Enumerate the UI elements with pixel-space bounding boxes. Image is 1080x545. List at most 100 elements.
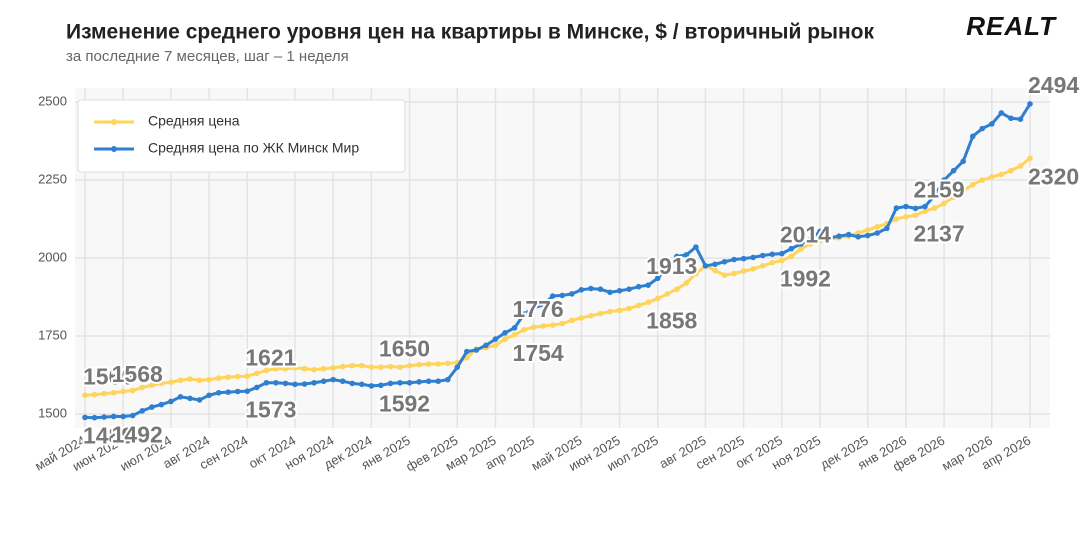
point (1008, 167, 1014, 174)
logo: REALT (966, 11, 1057, 41)
point (721, 258, 728, 265)
point (912, 205, 919, 212)
point (101, 390, 107, 397)
point (254, 384, 260, 391)
value-label: 1568 (112, 361, 163, 387)
point (330, 364, 336, 371)
point (378, 382, 384, 389)
point (91, 414, 98, 421)
point (759, 262, 766, 269)
point (492, 342, 499, 349)
point (664, 264, 671, 271)
point (368, 383, 375, 389)
value-label: 1913 (646, 253, 697, 279)
chart-subtitle: за последние 7 месяцев, шаг – 1 неделя (66, 48, 349, 65)
point (654, 295, 661, 302)
point (397, 379, 403, 386)
point (359, 381, 365, 388)
point (969, 133, 976, 140)
point (616, 307, 623, 314)
point (578, 315, 585, 321)
point (196, 377, 203, 384)
point (416, 361, 422, 368)
point (483, 342, 489, 349)
point (339, 378, 346, 385)
point (234, 388, 241, 395)
point (597, 310, 604, 317)
point (502, 330, 508, 336)
point (769, 251, 776, 258)
point (110, 389, 117, 396)
point (683, 252, 690, 258)
point (82, 392, 88, 399)
point (674, 253, 680, 260)
point (387, 380, 394, 387)
point (206, 392, 212, 399)
chart-title: Изменение среднего уровня цен на квартир… (66, 21, 874, 44)
point (502, 336, 508, 342)
point (893, 216, 900, 222)
point (912, 212, 919, 219)
point (807, 236, 814, 243)
value-label: 1492 (112, 422, 163, 448)
point (740, 268, 747, 274)
point (215, 375, 222, 381)
value-label: 1489 (83, 422, 134, 448)
point (435, 361, 441, 367)
point (292, 381, 298, 388)
point (998, 110, 1005, 116)
point (607, 289, 613, 296)
point (234, 373, 241, 380)
legend-label: Средняя цена (148, 113, 240, 129)
point (874, 230, 881, 236)
point (320, 378, 327, 385)
point (196, 397, 203, 403)
point (215, 389, 222, 396)
point (731, 256, 737, 263)
point (645, 299, 651, 306)
point (903, 203, 909, 210)
y-tick-label: 2000 (38, 249, 67, 264)
point (569, 317, 575, 324)
value-label: 1592 (379, 390, 430, 416)
point (177, 377, 184, 384)
point (559, 320, 566, 327)
point (540, 301, 546, 308)
point (349, 380, 356, 387)
point (950, 194, 957, 200)
point (244, 388, 251, 394)
point (320, 365, 327, 372)
value-label: 1992 (780, 266, 831, 292)
point (922, 203, 928, 210)
y-tick-label: 2500 (38, 93, 67, 108)
point (158, 401, 165, 408)
point (979, 125, 986, 132)
y-tick-label: 1750 (38, 327, 67, 342)
series-line (84, 103, 1032, 420)
point (282, 380, 289, 387)
point (416, 379, 422, 385)
point (187, 376, 193, 382)
point (635, 302, 642, 309)
legend-box (77, 99, 406, 173)
point (444, 360, 451, 367)
point (282, 365, 289, 372)
point (311, 379, 317, 386)
value-label: 2159 (913, 176, 964, 202)
point (1017, 116, 1024, 122)
point (139, 408, 146, 414)
point (788, 253, 795, 260)
point (989, 121, 995, 127)
point (349, 362, 356, 369)
point (788, 245, 795, 252)
point (129, 412, 136, 419)
point (588, 285, 594, 292)
point (807, 241, 814, 247)
point (359, 362, 365, 369)
point (301, 381, 308, 387)
point (578, 287, 585, 293)
point (168, 398, 174, 405)
series-line (84, 157, 1031, 397)
value-label: 2320 (1028, 163, 1079, 189)
point (530, 305, 537, 311)
